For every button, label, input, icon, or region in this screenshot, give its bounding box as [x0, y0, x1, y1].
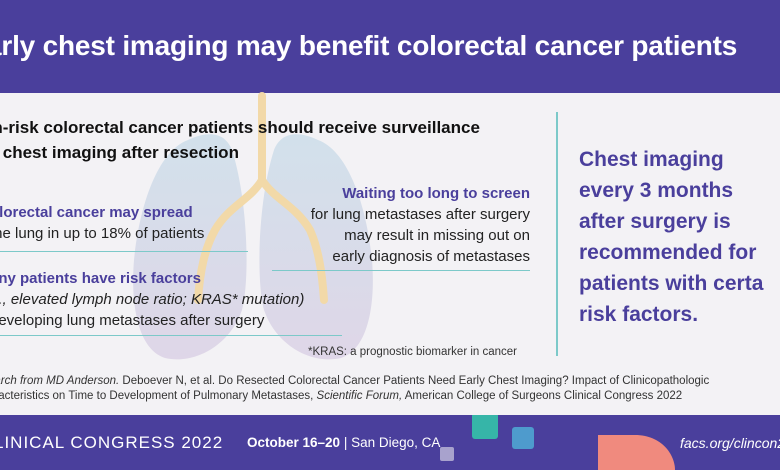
callout-line: recommended for [579, 241, 757, 264]
fact-spread-title: olorectal cancer may spread [0, 204, 193, 221]
fact-risk-text: developing lung metastases after surgery [0, 312, 265, 329]
divider [0, 335, 342, 336]
fact-spread-text: the lung in up to 18% of patients [0, 225, 205, 242]
kras-footnote: *KRAS: a prognostic biomarker in cancer [308, 346, 518, 358]
fact-spread: olorectal cancer may spread the lung in … [0, 202, 250, 244]
source-citation: earch from MD Anderson. Deboever N, et a… [0, 374, 748, 404]
callout-line: after surgery is [579, 210, 731, 233]
page-title: arly chest imaging may benefit colorecta… [0, 30, 738, 61]
callout-line: patients with certa [579, 272, 764, 295]
decorative-shapes [440, 415, 675, 470]
fact-risk-title: any patients have risk factors [0, 270, 201, 287]
callout-line: every 3 months [579, 179, 734, 202]
lead-line: gh-risk colorectal cancer patients shoul… [0, 118, 480, 137]
header-banner: arly chest imaging may benefit colorecta… [0, 0, 780, 93]
citation-text: American College of Surgeons Clinical Co… [402, 390, 683, 402]
citation-institution: earch from MD Anderson. [0, 375, 120, 387]
callout-line: risk factors. [579, 303, 699, 326]
date-range: October 16–20 [247, 435, 341, 450]
lead-line: th chest imaging after resection [0, 143, 239, 162]
lead-statement: gh-risk colorectal cancer patients shoul… [0, 115, 522, 165]
callout-line: Chest imaging [579, 148, 724, 171]
citation-text: Deboever N, et al. Do Resected Colorecta… [119, 375, 710, 387]
fact-waiting-text: for lung metastases after surgery [310, 206, 530, 223]
fact-waiting: Waiting too long to screen for lung meta… [270, 183, 530, 267]
fact-waiting-title: Waiting too long to screen [342, 185, 530, 202]
event-location: San Diego, CA [351, 435, 441, 450]
divider [0, 251, 248, 252]
congress-brand: LINICAL CONGRESS 2022 [0, 433, 224, 452]
fact-waiting-text: may result in missing out on [344, 227, 530, 244]
divider [272, 270, 530, 271]
recommendation-callout: Chest imaging every 3 months after surge… [579, 144, 780, 330]
event-dates: October 16–20 | San Diego, CA [247, 435, 440, 450]
fact-waiting-text: early diagnosis of metastases [332, 248, 530, 265]
citation-venue: Scientific Forum, [316, 390, 403, 402]
fact-risk: any patients have risk factors g., eleva… [0, 268, 340, 331]
citation-text: aracteristics on Time to Development of … [0, 390, 317, 402]
vertical-divider [556, 112, 558, 356]
footer-bar: LINICAL CONGRESS 2022 October 16–20 | Sa… [0, 415, 780, 470]
separator: | [340, 435, 352, 450]
fact-risk-example: g., elevated lymph node ratio; KRAS* mut… [0, 291, 305, 308]
citation-line: earch from MD Anderson. Deboever N, et a… [0, 374, 748, 389]
citation-line: aracteristics on Time to Development of … [0, 389, 748, 404]
website-link[interactable]: facs.org/clincon2 [680, 435, 780, 451]
